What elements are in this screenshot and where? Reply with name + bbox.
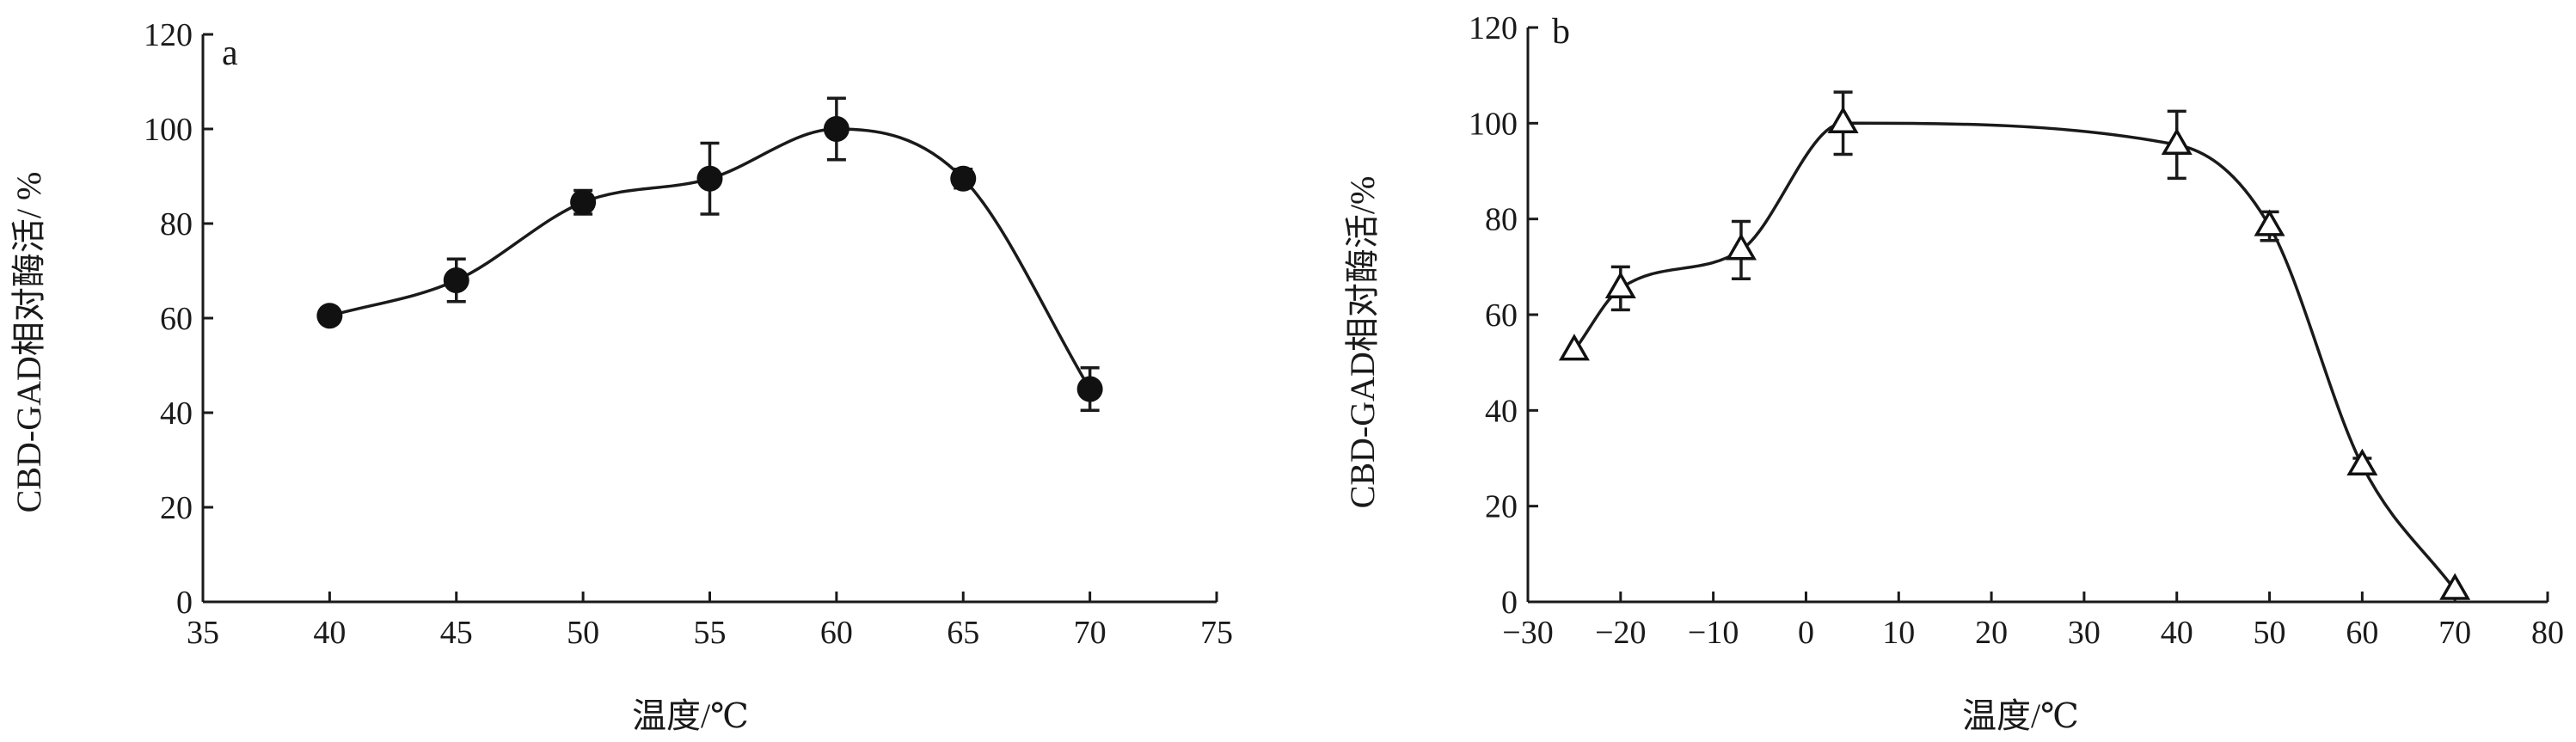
x-tick-label: 65	[947, 615, 979, 651]
x-axis-title-b: 温度/℃	[1962, 696, 2079, 735]
data-point-marker	[2161, 127, 2193, 156]
x-tick-label: 40	[2161, 615, 2193, 651]
x-tick-label: 50	[567, 615, 599, 651]
data-point-marker	[1558, 334, 1590, 361]
y-tick-label: 60	[160, 301, 193, 337]
x-tick-label: 60	[820, 615, 853, 651]
data-point-marker	[443, 267, 469, 293]
x-tick-label: 80	[2531, 615, 2564, 651]
data-point-marker	[950, 165, 977, 192]
x-tick-label: 45	[440, 615, 473, 651]
x-tick-label: 60	[2346, 615, 2378, 651]
x-tick-label: −10	[1688, 615, 1739, 651]
data-point-marker	[1604, 271, 1636, 299]
x-tick-label: 75	[1200, 615, 1233, 651]
panel-label-a: a	[222, 34, 238, 73]
y-tick-label: 20	[160, 490, 193, 526]
y-axis-title-b: CBD-GAD相对酶活/%	[1343, 176, 1382, 509]
x-tick-label: 50	[2254, 615, 2286, 651]
x-tick-label: 40	[313, 615, 346, 651]
data-point-marker	[2254, 209, 2285, 236]
y-tick-label: 80	[1485, 202, 1518, 238]
panel-label-b: b	[1552, 12, 1570, 52]
y-tick-label: 100	[144, 112, 193, 148]
x-tick-label: 0	[1798, 615, 1814, 651]
x-tick-label: 10	[1882, 615, 1915, 651]
series-curve	[1573, 121, 2456, 592]
x-axis-title-a: 温度/℃	[632, 696, 749, 735]
y-tick-label: 40	[1485, 393, 1518, 429]
y-axis-title-a: CBD-GAD相对酶活/ %	[9, 172, 48, 513]
data-point-marker	[570, 189, 597, 216]
y-tick-label: 0	[1501, 585, 1518, 621]
y-tick-label: 0	[176, 585, 193, 621]
data-point-marker	[1725, 233, 1757, 261]
data-point-marker	[316, 303, 343, 329]
y-tick-label: 120	[144, 17, 193, 53]
data-point-marker	[1076, 376, 1103, 402]
y-tick-label: 60	[1485, 297, 1518, 334]
x-tick-label: 55	[694, 615, 727, 651]
x-tick-label: 35	[187, 615, 219, 651]
x-tick-label: 20	[1975, 615, 2008, 651]
data-point-marker	[2346, 448, 2378, 475]
y-tick-label: 100	[1469, 106, 1518, 142]
data-point-marker	[696, 165, 723, 192]
y-tick-label: 80	[160, 206, 193, 242]
y-tick-label: 20	[1485, 489, 1518, 525]
x-tick-label: 30	[2068, 615, 2101, 651]
chart-panel-b: b 温度/℃ CBD-GAD相对酶活/% −30 −20 −10 0 10 20 30 40 5…	[1343, 10, 2564, 735]
y-tick-label: 40	[160, 396, 193, 432]
chart-panel-a: a 温度/℃ CBD-GAD相对酶活/ % 35 40 45 50 55 60 65 70 75…	[9, 17, 1233, 735]
y-tick-label: 120	[1469, 10, 1518, 46]
x-tick-label: 70	[2438, 615, 2471, 651]
data-point-marker	[2439, 573, 2471, 600]
x-tick-label: −30	[1502, 615, 1553, 651]
x-tick-label: −20	[1595, 615, 1646, 651]
data-point-marker	[1827, 106, 1859, 133]
data-point-marker	[823, 116, 849, 142]
x-tick-label: 70	[1074, 615, 1107, 651]
